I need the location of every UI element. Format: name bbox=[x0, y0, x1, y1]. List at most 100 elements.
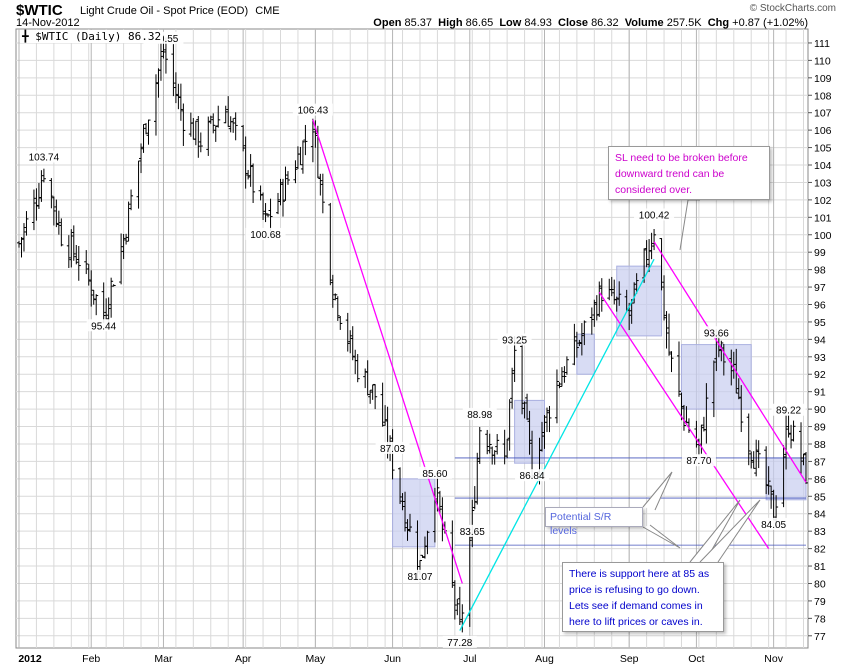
y-tick-label: 110 bbox=[814, 55, 831, 67]
ohlc-bar bbox=[243, 136, 248, 189]
ohlc-bar bbox=[54, 199, 59, 228]
ohlc-bar bbox=[554, 369, 559, 424]
price-label-bg bbox=[402, 569, 437, 582]
y-tick-label: 78 bbox=[814, 613, 826, 625]
sr-levels-label: Potential S/R levels bbox=[545, 507, 643, 537]
chart-symbol: $WTIC bbox=[16, 2, 63, 19]
ohlc-bar bbox=[139, 143, 144, 174]
x-tick-label: Jun bbox=[384, 653, 401, 665]
magenta-trend-line bbox=[312, 119, 463, 584]
ohlc-bar bbox=[781, 445, 786, 508]
price-label-bg bbox=[455, 524, 490, 537]
y-tick-label: 106 bbox=[814, 125, 832, 137]
ohlc-bar bbox=[751, 451, 756, 469]
price-label: 100.42 bbox=[639, 210, 670, 221]
price-label-bg bbox=[681, 454, 716, 467]
stop-loss-note: SL need to be broken before downward tre… bbox=[608, 146, 770, 200]
ohlc-bar bbox=[109, 277, 114, 318]
y-tick-label: 85 bbox=[814, 491, 826, 503]
ohlc-bar bbox=[121, 234, 126, 260]
chart-date: 14-Nov-2012 bbox=[16, 17, 80, 29]
y-tick-label: 104 bbox=[814, 160, 832, 172]
ohlc-bar bbox=[41, 168, 46, 183]
ohlc-bar bbox=[786, 414, 791, 438]
ohlc-bar bbox=[246, 169, 251, 180]
x-tick-label: Sep bbox=[620, 653, 639, 665]
price-labels: 103.74 95.44 110.55 100.68 106.43 87.03 85.60 8… bbox=[23, 31, 806, 649]
ohlc-bar bbox=[749, 451, 754, 469]
ohlc-bar bbox=[310, 118, 315, 163]
ohlc-bar bbox=[594, 295, 599, 321]
ohlc-bar bbox=[278, 178, 283, 206]
ohlc-bar bbox=[373, 383, 378, 410]
ohlc-bar bbox=[477, 426, 482, 464]
price-label: 85.60 bbox=[422, 469, 447, 480]
ohlc-bar bbox=[34, 188, 39, 221]
trend-lines bbox=[312, 119, 807, 631]
ohlc-bar bbox=[597, 281, 602, 317]
ohlc-bar bbox=[258, 185, 263, 201]
ohlc-bar bbox=[669, 351, 674, 373]
ohlc-bar bbox=[101, 282, 106, 323]
ohlc-bar bbox=[146, 119, 151, 145]
ohlc-bar bbox=[764, 446, 769, 495]
ohlc-bar bbox=[510, 367, 515, 409]
open-value: 85.37 bbox=[404, 17, 433, 29]
ohlc-bar bbox=[19, 237, 24, 258]
ohlc-bar bbox=[694, 420, 699, 448]
plot-frame bbox=[15, 28, 809, 649]
ohlc-bar bbox=[24, 211, 29, 236]
ohlc-bar bbox=[94, 294, 99, 316]
ohlc-bar bbox=[226, 96, 231, 127]
chg-label: Chg bbox=[707, 17, 730, 29]
ohlc-bar bbox=[345, 312, 350, 352]
ohlc-bar bbox=[799, 422, 804, 474]
ohlc-bar bbox=[56, 210, 61, 235]
ohlc-bar bbox=[31, 189, 36, 231]
consolidation-box bbox=[392, 478, 436, 548]
ohlc-bar bbox=[736, 378, 741, 400]
price-label-bg bbox=[771, 403, 806, 416]
ohlc-bar bbox=[158, 42, 163, 81]
sr-level-lines bbox=[454, 457, 806, 546]
ohlc-bar bbox=[211, 113, 216, 134]
x-tick-label: Mar bbox=[154, 653, 173, 665]
ohlc-bar bbox=[557, 382, 562, 389]
ohlc-bar bbox=[662, 275, 667, 321]
y-tick-label: 84 bbox=[814, 509, 826, 521]
y-tick-label: 108 bbox=[814, 90, 832, 102]
y-tick-label: 83 bbox=[814, 526, 826, 538]
ohlc-bar bbox=[403, 491, 408, 532]
ohlc-bar bbox=[330, 274, 335, 308]
ohlc-bar bbox=[335, 296, 340, 321]
support-note: There is support here at 85 as price is … bbox=[562, 562, 724, 632]
price-label: 87.03 bbox=[380, 444, 405, 455]
cyan-trend-line bbox=[459, 258, 655, 631]
price-label-bg bbox=[462, 407, 497, 420]
ohlc-bar bbox=[577, 339, 582, 347]
ohlc-bar bbox=[51, 196, 56, 226]
ohlc-bar bbox=[676, 341, 681, 397]
ohlc-bar bbox=[405, 519, 410, 541]
y-tick-label: 91 bbox=[814, 387, 826, 399]
ohlc-bar bbox=[144, 123, 149, 135]
price-label: 93.25 bbox=[502, 335, 527, 346]
price-label-bg bbox=[245, 227, 286, 240]
y-tick-label: 90 bbox=[814, 404, 826, 416]
ohlc-bar bbox=[213, 125, 218, 142]
ohlc-bar bbox=[350, 326, 355, 361]
ohlc-bar bbox=[791, 420, 796, 442]
price-label: 81.07 bbox=[407, 572, 432, 583]
ohlc-bar bbox=[355, 354, 360, 383]
y-tick-label: 81 bbox=[814, 561, 826, 573]
ohlc-bar bbox=[614, 296, 619, 312]
y-tick-label: 80 bbox=[814, 578, 826, 590]
ohlc-bar bbox=[383, 405, 388, 426]
open-label: Open bbox=[373, 17, 402, 29]
ohlc-bar bbox=[617, 281, 622, 306]
sl-note-pointer bbox=[679, 199, 700, 251]
ohlc-bar bbox=[542, 414, 547, 449]
ohlc-bar bbox=[173, 72, 178, 104]
ohlc-bar bbox=[91, 289, 96, 305]
